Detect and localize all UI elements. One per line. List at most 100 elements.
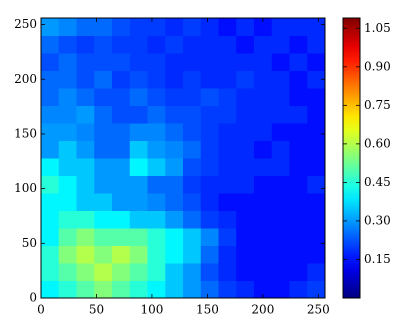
heatmap-cell	[271, 18, 290, 36]
heatmap-cell	[147, 105, 166, 124]
heatmap-cell	[58, 88, 77, 106]
heatmap-cell	[254, 18, 273, 36]
heatmap-cell	[94, 140, 113, 159]
heatmap-cell	[147, 210, 166, 229]
heatmap-cell	[183, 35, 202, 54]
heatmap-cell	[147, 263, 166, 281]
heatmap-cell	[289, 280, 308, 299]
colorbar-tick-label: 0.30	[364, 213, 391, 227]
heatmap-cell	[183, 158, 202, 176]
heatmap-cell	[289, 105, 308, 124]
heatmap-cell	[112, 245, 131, 264]
heatmap-cell	[236, 123, 255, 141]
heatmap-cell	[76, 35, 95, 54]
heatmap-cell	[129, 140, 148, 159]
heatmap-cell	[112, 280, 131, 299]
heatmap-cell	[254, 123, 273, 141]
heatmap-cell	[271, 123, 290, 141]
heatmap-cell	[129, 88, 148, 106]
heatmap-cell	[218, 210, 237, 229]
heatmap-cell	[307, 228, 326, 246]
heatmap-cell	[254, 53, 273, 71]
heatmap-cell	[218, 123, 237, 141]
colorbar-tick-label: 1.05	[364, 21, 391, 35]
heatmap-cell	[94, 280, 113, 299]
heatmap-cell	[76, 53, 95, 71]
heatmap-cell	[307, 18, 326, 36]
heatmap-cell	[94, 193, 113, 211]
heatmap-cell	[112, 123, 131, 141]
colorbar-tick-label: 0.15	[364, 252, 391, 266]
heatmap-cell	[41, 35, 60, 54]
heatmap-cell	[200, 245, 219, 264]
heatmap-cell	[58, 228, 77, 246]
heatmap-cell	[236, 175, 255, 194]
heatmap-cell	[129, 158, 148, 176]
y-tick-label: 250	[14, 17, 37, 31]
heatmap-cell	[236, 70, 255, 89]
heatmap-cell	[165, 18, 184, 36]
heatmap-cell	[165, 228, 184, 246]
heatmap-cell	[289, 88, 308, 106]
heatmap-cell	[218, 35, 237, 54]
heatmap-cell	[41, 88, 60, 106]
y-tick-label: 0	[29, 291, 37, 305]
heatmap-cell	[200, 175, 219, 194]
heatmap-cell	[307, 158, 326, 176]
heatmap-cell	[129, 105, 148, 124]
heatmap-cell	[112, 210, 131, 229]
heatmap-cell	[58, 210, 77, 229]
heatmap-cell	[200, 210, 219, 229]
heatmap-cell	[165, 210, 184, 229]
heatmap-cell	[129, 280, 148, 299]
heatmap-cell	[218, 105, 237, 124]
heatmap-cell	[94, 245, 113, 264]
heatmap-cell	[58, 35, 77, 54]
heatmap-cell	[76, 228, 95, 246]
heatmap-cell	[236, 245, 255, 264]
heatmap-cell	[307, 70, 326, 89]
heatmap-cell	[183, 193, 202, 211]
heatmap-cell	[58, 18, 77, 36]
heatmap-cell	[41, 18, 60, 36]
heatmap-cell	[94, 228, 113, 246]
colorbar-frame	[342, 17, 361, 299]
heatmap-cell	[147, 280, 166, 299]
heatmap-cell	[94, 175, 113, 194]
heatmap-cell	[58, 123, 77, 141]
heatmap-cell	[112, 105, 131, 124]
heatmap-cell	[307, 88, 326, 106]
x-tick-label: 50	[89, 303, 104, 317]
heatmap-cell	[147, 158, 166, 176]
heatmap-cell	[218, 263, 237, 281]
heatmap-cell	[94, 105, 113, 124]
heatmap-cell	[289, 245, 308, 264]
heatmap-cell	[41, 245, 60, 264]
heatmap-cell	[254, 263, 273, 281]
heatmap-cell	[307, 175, 326, 194]
heatmap-cell	[129, 263, 148, 281]
heatmap-cell	[147, 70, 166, 89]
heatmap-cell	[183, 140, 202, 159]
heatmap-cell	[254, 105, 273, 124]
heatmap-cell	[183, 70, 202, 89]
heatmap-cell	[254, 88, 273, 106]
heatmap-cell	[165, 140, 184, 159]
heatmap-cell	[147, 123, 166, 141]
heatmap-cell	[200, 263, 219, 281]
heatmap-cell	[307, 140, 326, 159]
heatmap-cell	[41, 53, 60, 71]
heatmap-cell	[94, 70, 113, 89]
plot-frame	[40, 17, 326, 299]
heatmap-cell	[147, 35, 166, 54]
heatmap-cell	[112, 53, 131, 71]
heatmap-cell	[129, 245, 148, 264]
heatmap-cell	[218, 158, 237, 176]
heatmap-cell	[165, 280, 184, 299]
heatmap-cell	[94, 35, 113, 54]
heatmap-cell	[307, 35, 326, 54]
heatmap-cell	[254, 70, 273, 89]
heatmap-cell	[271, 105, 290, 124]
heatmap-cell	[41, 123, 60, 141]
